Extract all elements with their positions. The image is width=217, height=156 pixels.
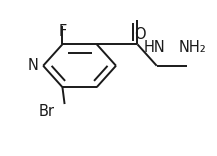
Text: O: O bbox=[134, 27, 145, 42]
Text: NH₂: NH₂ bbox=[178, 40, 206, 55]
Text: Br: Br bbox=[39, 104, 55, 119]
Text: F: F bbox=[58, 24, 67, 39]
Text: N: N bbox=[28, 58, 39, 73]
Text: HN: HN bbox=[144, 40, 165, 55]
